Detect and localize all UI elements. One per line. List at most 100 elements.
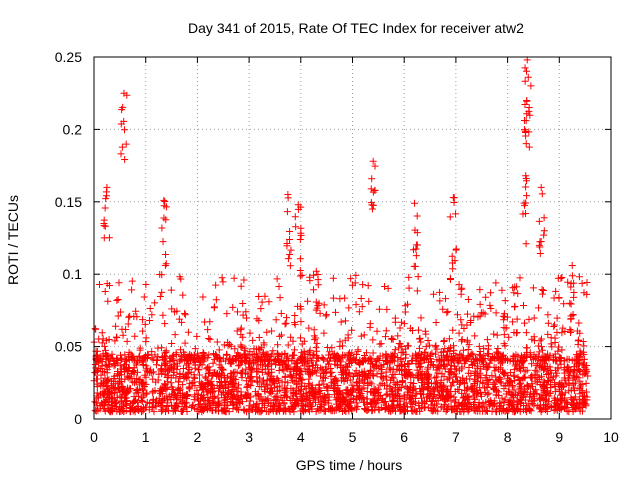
data-point bbox=[123, 357, 131, 365]
data-point bbox=[178, 398, 186, 406]
data-point bbox=[245, 402, 253, 410]
data-point bbox=[446, 347, 454, 355]
data-point bbox=[281, 349, 289, 357]
data-point bbox=[142, 380, 150, 388]
data-point bbox=[263, 385, 271, 393]
data-point bbox=[268, 327, 276, 335]
data-point bbox=[489, 384, 497, 392]
data-point bbox=[122, 140, 130, 148]
data-point bbox=[291, 399, 299, 407]
data-point bbox=[372, 361, 380, 369]
data-point bbox=[110, 372, 118, 380]
data-point bbox=[230, 393, 238, 401]
data-point bbox=[314, 364, 322, 372]
data-point bbox=[191, 391, 199, 399]
data-point bbox=[479, 309, 487, 317]
data-point bbox=[381, 405, 389, 413]
data-point bbox=[174, 378, 182, 386]
data-point bbox=[416, 407, 424, 415]
data-point bbox=[369, 388, 377, 396]
data-point bbox=[320, 380, 328, 388]
data-point bbox=[345, 304, 353, 312]
data-point bbox=[513, 329, 521, 337]
data-point bbox=[502, 324, 510, 332]
data-point bbox=[371, 364, 379, 372]
data-point bbox=[171, 331, 179, 339]
data-point bbox=[341, 294, 349, 302]
data-point bbox=[558, 273, 566, 281]
data-points bbox=[90, 56, 592, 416]
data-point bbox=[170, 368, 178, 376]
data-point bbox=[544, 311, 552, 319]
data-point bbox=[106, 357, 114, 365]
data-point bbox=[575, 352, 583, 360]
data-point bbox=[209, 371, 217, 379]
data-point bbox=[234, 362, 242, 370]
data-point bbox=[521, 64, 529, 72]
data-point bbox=[325, 393, 333, 401]
data-point bbox=[218, 371, 226, 379]
data-point bbox=[245, 374, 253, 382]
data-point bbox=[312, 298, 320, 306]
data-point bbox=[498, 357, 506, 365]
data-point bbox=[281, 385, 289, 393]
data-point bbox=[216, 384, 224, 392]
data-point bbox=[570, 396, 578, 404]
data-point bbox=[467, 318, 475, 326]
data-point bbox=[429, 386, 437, 394]
data-point bbox=[206, 318, 214, 326]
data-point bbox=[532, 378, 540, 386]
data-point bbox=[389, 336, 397, 344]
data-point bbox=[528, 360, 536, 368]
data-point bbox=[535, 348, 543, 356]
data-point bbox=[139, 407, 147, 415]
data-point bbox=[118, 143, 126, 151]
data-point bbox=[569, 380, 577, 388]
data-point bbox=[459, 346, 467, 354]
data-point bbox=[248, 350, 256, 358]
data-point bbox=[395, 367, 403, 375]
data-point bbox=[237, 324, 245, 332]
data-point bbox=[229, 400, 237, 408]
data-point bbox=[386, 407, 394, 415]
data-point bbox=[482, 293, 490, 301]
data-point bbox=[458, 335, 466, 343]
data-point bbox=[507, 378, 515, 386]
data-point bbox=[277, 309, 285, 317]
data-point bbox=[535, 304, 543, 312]
data-point bbox=[367, 185, 375, 193]
data-point bbox=[212, 296, 220, 304]
data-point bbox=[133, 357, 141, 365]
data-point bbox=[167, 286, 175, 294]
data-point bbox=[573, 327, 581, 335]
data-point bbox=[431, 402, 439, 410]
data-point bbox=[128, 399, 136, 407]
data-point bbox=[375, 357, 383, 365]
data-point bbox=[194, 394, 202, 402]
data-point bbox=[254, 378, 262, 386]
data-point bbox=[484, 376, 492, 384]
data-point bbox=[162, 203, 170, 211]
data-point bbox=[243, 384, 251, 392]
data-point bbox=[140, 354, 148, 362]
data-point bbox=[189, 357, 197, 365]
data-point bbox=[118, 355, 126, 363]
data-point bbox=[552, 372, 560, 380]
data-point bbox=[389, 374, 397, 382]
data-point bbox=[521, 319, 529, 327]
data-point bbox=[493, 406, 501, 414]
data-point bbox=[396, 324, 404, 332]
data-point bbox=[238, 369, 246, 377]
data-point bbox=[325, 360, 333, 368]
data-point bbox=[409, 246, 417, 254]
data-point bbox=[463, 336, 471, 344]
data-point bbox=[355, 308, 363, 316]
data-point bbox=[124, 389, 132, 397]
data-point bbox=[570, 366, 578, 374]
data-point bbox=[105, 281, 113, 289]
data-point bbox=[405, 284, 413, 292]
data-point bbox=[440, 401, 448, 409]
data-point bbox=[267, 352, 275, 360]
data-point bbox=[111, 337, 119, 345]
data-point bbox=[445, 335, 453, 343]
